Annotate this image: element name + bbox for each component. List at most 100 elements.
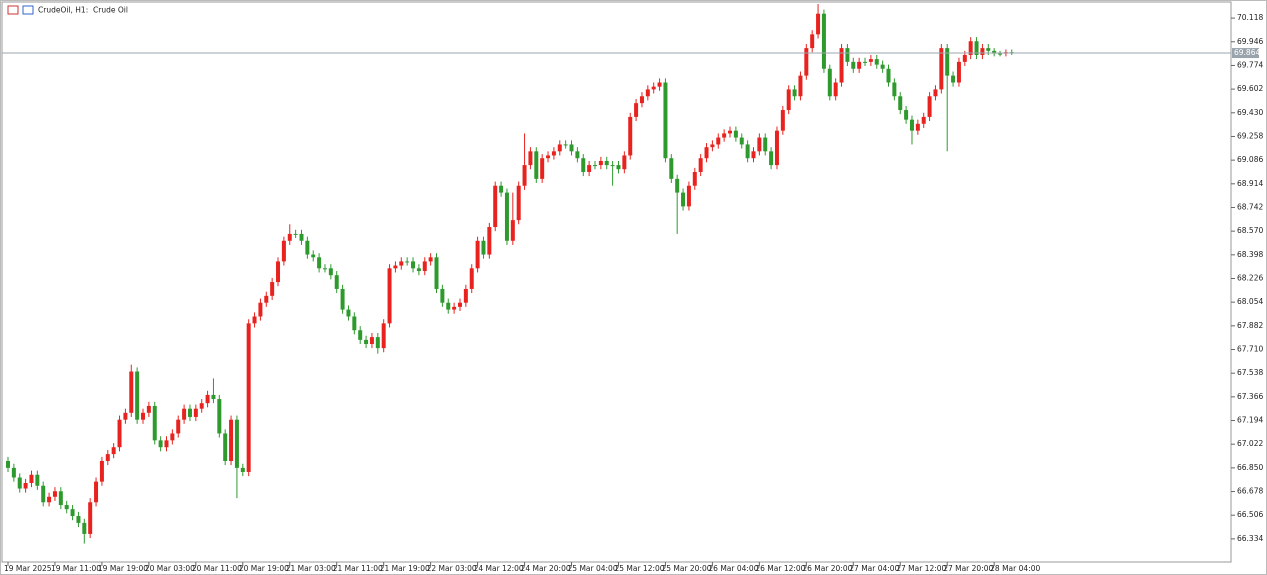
candle-body <box>892 82 897 97</box>
y-tick-label: 67.194 <box>1237 416 1263 425</box>
candle-body <box>99 460 104 482</box>
candle-body <box>299 233 304 241</box>
candle-body <box>452 306 457 310</box>
candle-body <box>41 485 46 503</box>
candle-body <box>780 110 785 131</box>
candle-body <box>546 155 551 159</box>
candle-body <box>146 405 151 413</box>
candle-body <box>927 96 932 117</box>
candle-body <box>663 82 668 159</box>
candle-body <box>733 130 738 138</box>
candle-body <box>457 302 462 307</box>
candle-body <box>933 89 938 97</box>
candle-body <box>651 86 656 90</box>
candle-body <box>898 96 903 111</box>
x-tick-label: 24 Mar 20:00 <box>521 564 571 573</box>
candle-body <box>769 151 774 166</box>
y-tick-label: 67.366 <box>1237 392 1263 401</box>
candle-body <box>123 412 128 420</box>
y-tick-label: 67.538 <box>1237 368 1263 377</box>
x-tick-label: 19 Mar 19:00 <box>98 564 148 573</box>
candle-body <box>528 151 533 166</box>
candle-body <box>645 89 650 97</box>
candle-body <box>364 339 369 345</box>
candle-body <box>311 254 316 258</box>
candle-body <box>604 160 609 166</box>
last-price-box <box>1232 48 1259 59</box>
candle-body <box>745 144 750 159</box>
candle-body <box>240 467 245 472</box>
candle-body <box>381 323 386 349</box>
x-tick-label: 25 Mar 04:00 <box>568 564 618 573</box>
candle-body <box>440 288 445 303</box>
candle-body <box>968 41 973 55</box>
candle-body <box>47 496 52 503</box>
candle-body <box>234 419 239 468</box>
candle-body <box>487 227 492 255</box>
candle-body <box>193 408 198 417</box>
candle-body <box>904 110 909 120</box>
candle-body <box>463 288 468 303</box>
candle-body <box>346 309 351 317</box>
candle-body <box>728 130 733 134</box>
candle-body <box>956 61 961 83</box>
candle-body <box>446 302 451 310</box>
candle-body <box>158 440 163 448</box>
candle-body <box>481 240 486 255</box>
candle-body <box>704 147 709 159</box>
candle-body <box>540 158 545 179</box>
candle-body <box>798 75 803 97</box>
candle-body <box>810 34 815 49</box>
candle-body <box>598 160 603 166</box>
x-tick-label: 19 Mar 2025 <box>4 564 52 573</box>
candle-body <box>686 185 691 207</box>
candle-body <box>393 265 398 269</box>
candle-body <box>951 75 956 83</box>
x-tick-label: 27 Mar 20:00 <box>943 564 993 573</box>
candle-body <box>258 302 263 317</box>
candle-body <box>317 257 322 269</box>
x-tick-label: 26 Mar 20:00 <box>802 564 852 573</box>
last-price-label: 69.864 <box>1234 48 1260 57</box>
candle-body <box>94 481 99 503</box>
candle-body <box>992 50 997 54</box>
candle-body <box>70 509 75 517</box>
candle-body <box>681 192 686 207</box>
candle-body <box>428 257 433 262</box>
candle-body <box>434 257 439 289</box>
candle-body <box>786 89 791 111</box>
candle-body <box>833 82 838 97</box>
candle-body <box>88 502 93 534</box>
candle-body <box>399 261 404 266</box>
y-tick-label: 67.022 <box>1237 439 1263 448</box>
candle-body <box>868 59 873 62</box>
candle-body <box>839 48 844 83</box>
candle-body <box>117 419 122 448</box>
candle-body <box>939 48 944 90</box>
y-tick-label: 69.430 <box>1237 108 1263 117</box>
candle-body <box>52 491 57 497</box>
candle-body <box>164 440 169 448</box>
candle-body <box>223 433 228 461</box>
symbol-icon <box>22 5 34 15</box>
candle-body <box>499 185 504 193</box>
candle-body <box>593 165 597 167</box>
y-tick-label: 67.882 <box>1237 321 1263 330</box>
x-tick-label: 27 Mar 12:00 <box>896 564 946 573</box>
y-tick-label: 69.258 <box>1237 131 1263 140</box>
candle-body <box>129 371 134 413</box>
candle-body <box>551 151 556 156</box>
candle-body <box>739 137 744 145</box>
candle-body <box>945 48 950 76</box>
candle-body <box>639 96 644 104</box>
candle-body <box>722 133 727 138</box>
candle-body <box>616 165 621 170</box>
candle-body <box>921 116 926 124</box>
y-tick-label: 68.398 <box>1237 250 1263 259</box>
candle-body <box>857 61 862 69</box>
symbol-icon <box>7 5 19 15</box>
plot-area <box>1 1 1232 563</box>
y-tick-label: 69.946 <box>1237 37 1263 46</box>
candle-body <box>23 483 28 489</box>
y-tick-label: 66.506 <box>1237 510 1263 519</box>
